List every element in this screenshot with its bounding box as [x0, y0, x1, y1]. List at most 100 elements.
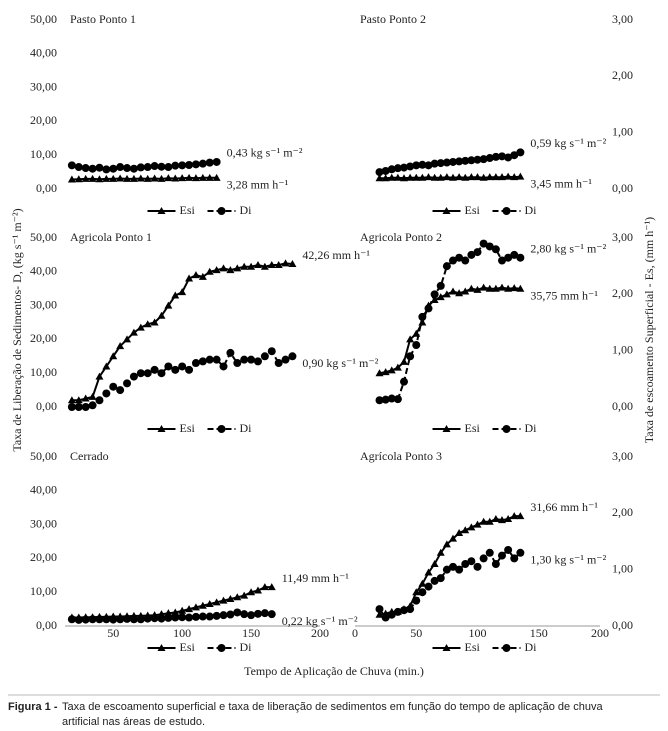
marker-circle — [510, 250, 519, 259]
marker-circle — [136, 615, 145, 624]
marker-triangle — [205, 267, 214, 275]
y-tick-label: 50,00 — [30, 449, 57, 463]
marker-circle — [233, 359, 242, 368]
marker-triangle — [504, 172, 513, 180]
annotation: 1,30 kg s⁻¹ m⁻² — [530, 553, 606, 567]
y-tick-label: 0,00 — [612, 181, 633, 195]
marker-circle — [267, 610, 276, 619]
marker-circle — [393, 395, 402, 404]
marker-circle — [102, 165, 111, 174]
marker-circle — [67, 403, 76, 411]
marker-circle — [467, 250, 476, 259]
marker-triangle — [81, 174, 90, 182]
marker-triangle — [81, 394, 90, 402]
y-tick-label: 20,00 — [30, 331, 57, 345]
y-tick-label: 20,00 — [30, 113, 57, 127]
marker-triangle — [253, 586, 262, 594]
marker-circle — [226, 610, 235, 619]
marker-circle — [406, 162, 415, 171]
y-tick-label: 40,00 — [30, 483, 57, 497]
marker-circle — [274, 359, 283, 368]
marker-triangle — [491, 514, 500, 522]
marker-circle — [116, 163, 125, 172]
y-tick-label: 0,00 — [612, 399, 633, 413]
marker-triangle — [400, 357, 408, 365]
marker-circle — [164, 163, 173, 172]
marker-triangle — [504, 284, 513, 292]
marker-triangle — [164, 174, 173, 182]
marker-circle — [412, 161, 421, 170]
marker-triangle — [381, 368, 390, 376]
marker-circle — [74, 163, 83, 172]
y-tick-label: 30,00 — [30, 516, 57, 530]
marker-triangle — [88, 174, 97, 182]
legend-label: Esi — [180, 203, 196, 217]
y-tick-label: 0,00 — [612, 618, 633, 632]
marker-circle — [212, 355, 221, 364]
legend-label: Di — [240, 640, 253, 654]
marker-circle — [504, 153, 513, 162]
marker-circle — [510, 554, 519, 563]
marker-triangle — [449, 287, 457, 295]
marker-circle — [485, 548, 494, 557]
marker-circle — [171, 161, 180, 170]
annotation: 0,59 kg s⁻¹ m⁻² — [530, 136, 606, 150]
marker-circle — [502, 207, 511, 215]
marker-circle — [455, 253, 464, 262]
marker-circle — [430, 159, 439, 168]
caption-text: artificial nas áreas de estudo. — [62, 716, 205, 728]
marker-triangle — [178, 606, 187, 614]
marker-circle — [267, 347, 276, 356]
marker-triangle — [233, 593, 242, 601]
marker-triangle — [442, 425, 451, 432]
marker-triangle — [95, 372, 104, 380]
marker-triangle — [393, 173, 402, 181]
marker-triangle — [473, 285, 482, 293]
marker-triangle — [467, 523, 476, 531]
marker-circle — [88, 615, 97, 624]
marker-triangle — [412, 588, 421, 596]
series-line — [71, 176, 217, 181]
marker-circle — [491, 560, 500, 569]
marker-circle — [157, 162, 166, 171]
marker-circle — [74, 615, 83, 624]
marker-circle — [455, 157, 464, 166]
marker-circle — [473, 248, 482, 257]
marker-triangle — [455, 289, 464, 297]
marker-triangle — [424, 568, 433, 576]
marker-triangle — [136, 323, 145, 331]
marker-triangle — [67, 175, 76, 183]
marker-circle — [205, 355, 214, 364]
y-tick-label: 0,00 — [36, 399, 57, 413]
marker-circle — [226, 348, 235, 357]
marker-circle — [467, 156, 476, 165]
marker-triangle — [171, 291, 180, 299]
marker-circle — [109, 615, 118, 624]
marker-circle — [436, 159, 445, 168]
marker-circle — [143, 163, 152, 172]
marker-circle — [191, 359, 200, 368]
marker-circle — [205, 612, 214, 621]
marker-triangle — [461, 287, 470, 295]
marker-triangle — [375, 174, 384, 182]
marker-triangle — [109, 174, 118, 182]
marker-triangle — [191, 603, 200, 611]
marker-circle — [253, 357, 262, 366]
marker-triangle — [491, 284, 500, 292]
marker-triangle — [473, 173, 482, 181]
x-tick-label: 200 — [311, 626, 329, 640]
y-tick-label: 0,00 — [36, 618, 57, 632]
marker-triangle — [274, 261, 283, 269]
annotation: 2,80 kg s⁻¹ m⁻² — [530, 241, 606, 255]
marker-circle — [498, 256, 506, 265]
marker-triangle — [67, 396, 76, 404]
annotation: 0,43 kg s⁻¹ m⁻² — [227, 146, 303, 160]
marker-triangle — [412, 173, 421, 181]
marker-circle — [191, 612, 200, 621]
panel-title: Agrícola Ponto 3 — [360, 449, 442, 463]
marker-triangle — [387, 366, 396, 374]
marker-circle — [498, 152, 506, 161]
marker-circle — [479, 239, 488, 248]
marker-triangle — [109, 352, 118, 360]
marker-circle — [178, 362, 187, 371]
